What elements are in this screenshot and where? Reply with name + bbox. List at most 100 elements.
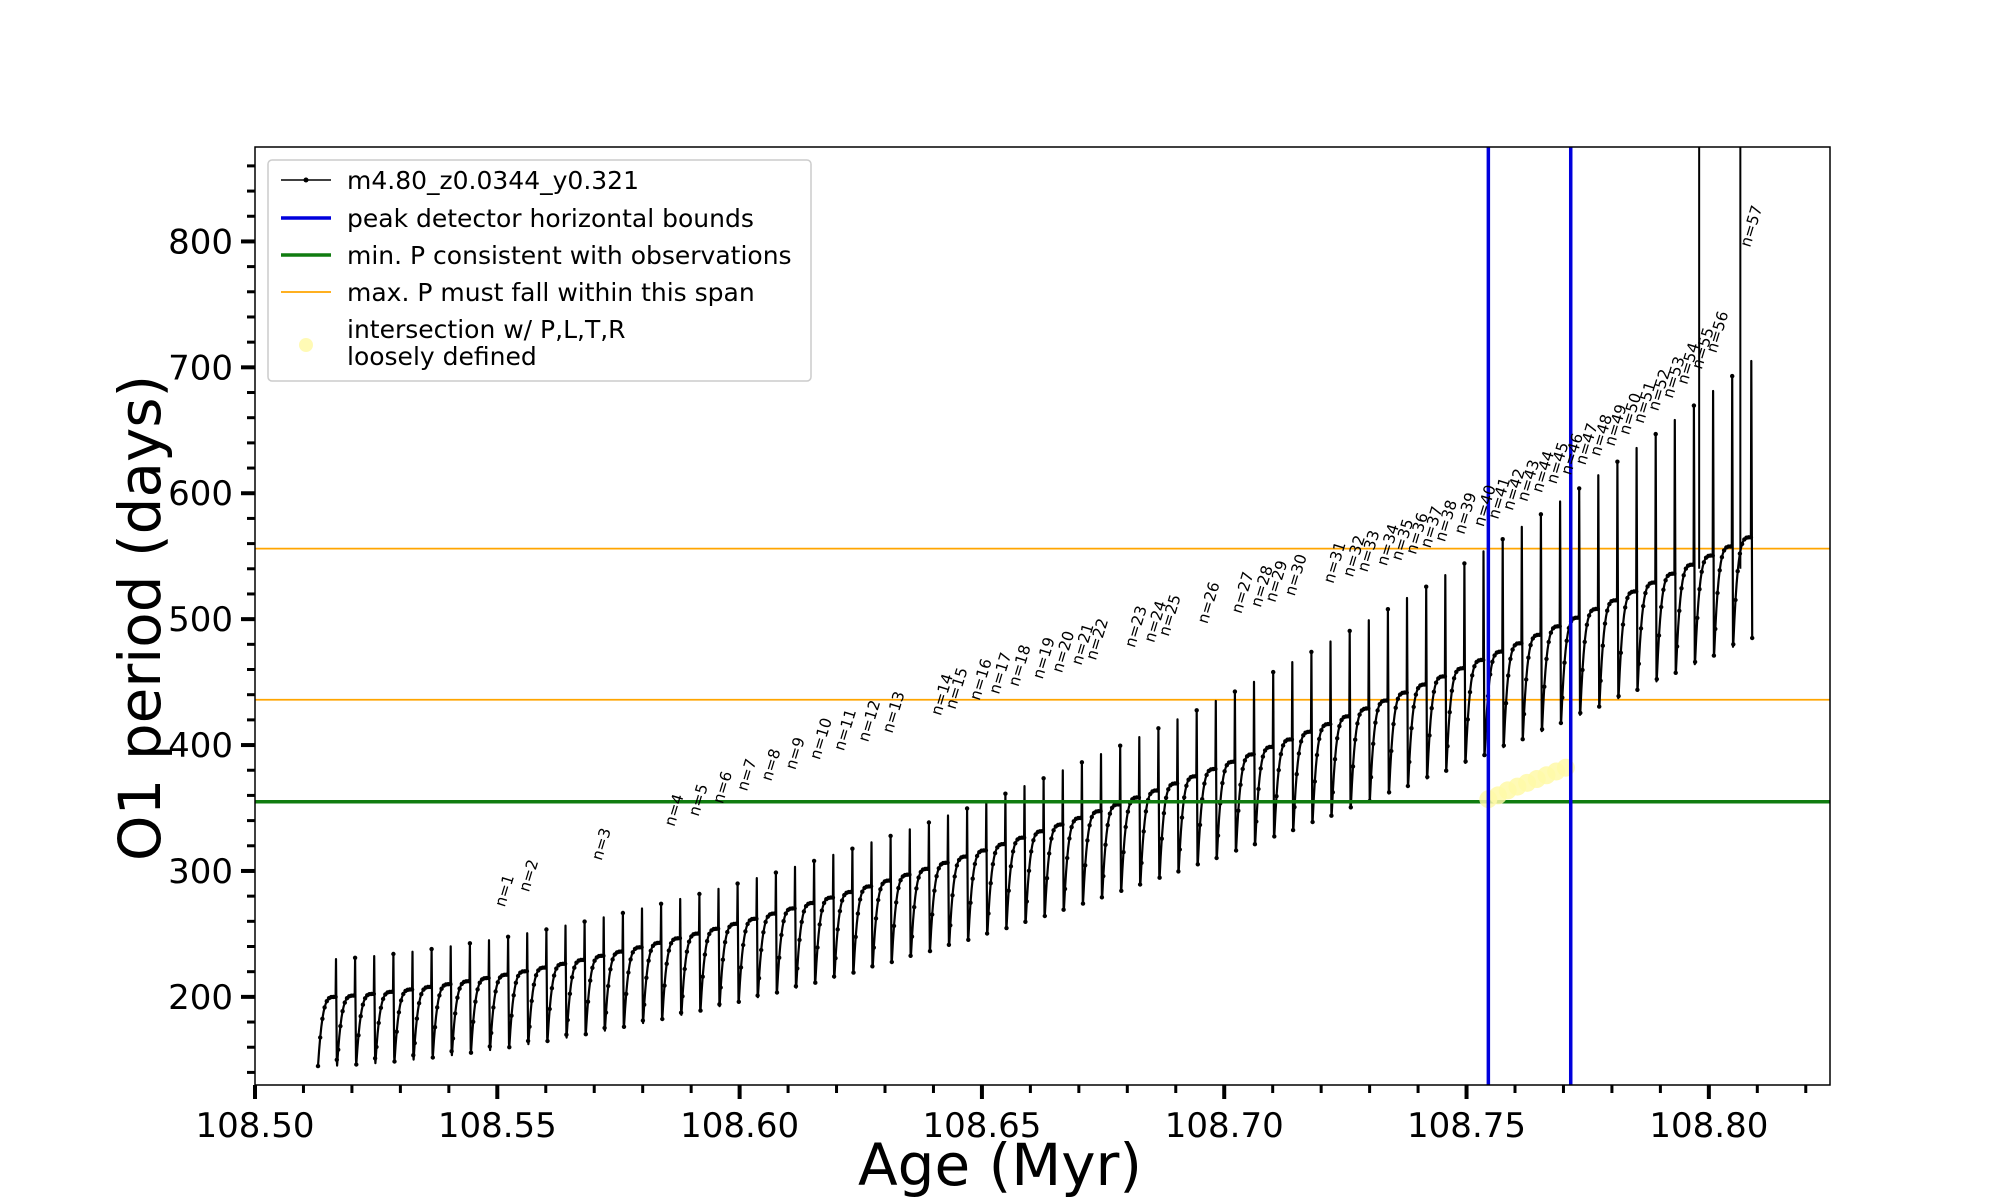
model-point (432, 1025, 438, 1030)
peak-label: n=4 (661, 792, 688, 829)
model-point (1429, 706, 1434, 711)
model-point (930, 912, 935, 917)
model-point (1620, 622, 1626, 627)
model-point (686, 939, 692, 944)
model-point (1526, 655, 1531, 660)
model-point (551, 973, 557, 978)
model-point (455, 995, 460, 1000)
peak-label: n=22 (1082, 616, 1112, 662)
model-point (1653, 431, 1658, 437)
model-point (754, 916, 759, 921)
model-point (358, 1014, 363, 1019)
legend-marker-intersection (299, 338, 313, 352)
model-point (374, 1044, 379, 1050)
axes-frame (254, 146, 1831, 1086)
model-point (779, 932, 784, 938)
model-point (1289, 737, 1295, 742)
model-point (702, 952, 708, 957)
model-point (945, 860, 950, 865)
model-point (1202, 781, 1207, 786)
model-point (658, 901, 664, 906)
model-point (624, 991, 629, 997)
model-point (336, 1047, 341, 1052)
model-point (1424, 584, 1429, 589)
model-point (833, 956, 838, 961)
model-point (1026, 868, 1032, 873)
model-point (429, 946, 434, 952)
model-point (509, 1013, 514, 1018)
model-point (437, 993, 442, 998)
model-point (644, 975, 649, 980)
model-point (1404, 690, 1409, 695)
model-point (1157, 875, 1162, 880)
model-point (733, 921, 739, 926)
model-point (640, 1018, 646, 1023)
peak-label: n=5 (685, 782, 712, 819)
model-point (1041, 776, 1046, 781)
model-point (491, 1005, 496, 1010)
model-point (1711, 653, 1717, 658)
model-point (952, 874, 957, 879)
model-point (698, 1008, 703, 1013)
model-point (1433, 680, 1439, 685)
model-point (1557, 624, 1562, 629)
model-point (1733, 597, 1738, 603)
model-point (547, 1006, 552, 1012)
model-point (936, 866, 941, 871)
model-point (412, 1040, 417, 1046)
model-point (1546, 639, 1551, 645)
model-point (795, 966, 800, 971)
model-point (1623, 605, 1628, 610)
model-point (908, 953, 913, 958)
model-point (1368, 775, 1374, 780)
x-tick-label: 108.80 (1649, 1106, 1768, 1146)
peak-label: n=56 (1703, 309, 1733, 355)
legend-marker-model (303, 177, 309, 183)
model-point (1431, 689, 1437, 694)
model-point (1445, 744, 1450, 749)
model-point (741, 942, 746, 948)
model-point (1194, 708, 1199, 713)
model-point (1143, 809, 1149, 814)
model-point (1029, 849, 1034, 854)
model-point (1047, 851, 1052, 856)
model-point (1564, 638, 1569, 643)
model-point (511, 993, 516, 998)
model-point (466, 979, 471, 984)
model-point (1638, 626, 1644, 631)
model-point (662, 983, 667, 988)
model-point (504, 972, 509, 977)
model-point (1307, 729, 1313, 734)
peak-label: n=8 (758, 747, 785, 784)
model-point (1269, 744, 1274, 750)
model-point (898, 878, 903, 883)
model-point (1539, 727, 1545, 732)
legend: m4.80_z0.0344_y0.321 peak detector horiz… (267, 159, 812, 382)
model-point (1103, 842, 1108, 847)
model-point (372, 1056, 378, 1061)
model-point (1482, 752, 1487, 758)
peak-label: n=25 (1155, 592, 1185, 638)
model-point (354, 1062, 359, 1067)
model-point (1690, 562, 1695, 567)
model-point (533, 973, 539, 978)
model-point (968, 900, 973, 905)
model-point (773, 870, 779, 875)
model-point (1355, 721, 1360, 726)
model-point (1635, 687, 1640, 692)
data-layer (255, 147, 1830, 1085)
model-point (736, 999, 741, 1004)
model-point (819, 908, 825, 913)
model-point (914, 886, 919, 891)
model-point (1347, 628, 1352, 634)
model-point (1328, 721, 1333, 727)
model-point (626, 970, 631, 975)
model-point (1375, 708, 1380, 713)
model-point (1373, 720, 1378, 725)
model-point (1634, 589, 1639, 594)
model-point (1222, 769, 1227, 774)
model-point (610, 957, 615, 962)
model-point (743, 929, 748, 934)
model-point (887, 878, 892, 883)
